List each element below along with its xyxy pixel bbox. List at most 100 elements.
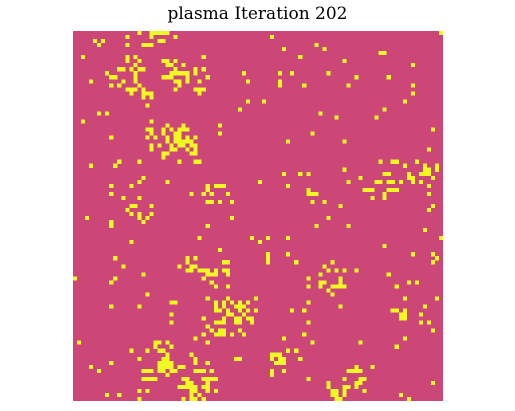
live-cell <box>137 67 142 72</box>
live-cell <box>197 368 202 373</box>
live-cell <box>197 268 202 273</box>
live-cell <box>121 67 126 72</box>
live-cell <box>237 304 242 309</box>
live-cell <box>362 376 367 381</box>
live-cell <box>109 360 114 365</box>
live-cell <box>185 380 190 385</box>
live-cell <box>310 131 315 136</box>
live-cell <box>169 364 174 369</box>
live-cell <box>145 368 150 373</box>
live-cell <box>270 352 275 357</box>
live-cell <box>358 380 363 385</box>
live-cell <box>318 272 323 277</box>
live-cell <box>245 300 251 305</box>
live-cell <box>185 376 190 381</box>
live-cell <box>153 135 158 140</box>
live-cell <box>193 356 198 361</box>
live-cell <box>169 127 174 132</box>
live-cell <box>310 199 315 204</box>
live-cell <box>378 179 383 184</box>
live-cell <box>358 368 363 373</box>
live-cell <box>225 296 230 301</box>
live-cell <box>165 139 170 144</box>
live-cell <box>161 360 166 365</box>
live-cell <box>354 75 359 80</box>
live-cell <box>217 308 222 313</box>
live-cell <box>354 368 359 373</box>
live-cell <box>177 384 182 389</box>
live-cell <box>181 364 186 369</box>
live-cell <box>233 320 238 325</box>
live-cell <box>149 43 154 48</box>
live-cell <box>73 276 78 281</box>
live-cell <box>402 163 407 168</box>
live-cell <box>430 252 436 257</box>
live-cell <box>125 59 130 64</box>
live-cell <box>346 179 351 184</box>
live-cell <box>141 95 146 100</box>
live-cell <box>137 396 142 401</box>
live-cell <box>197 159 202 164</box>
live-cell <box>161 59 166 64</box>
live-cell <box>422 228 427 233</box>
live-cell <box>406 280 411 285</box>
live-cell <box>125 35 130 40</box>
live-cell <box>258 240 263 245</box>
live-cell <box>197 91 202 96</box>
live-cell <box>205 376 210 381</box>
live-cell <box>173 300 178 305</box>
live-cell <box>165 356 170 361</box>
live-cell <box>173 368 178 373</box>
live-cell <box>217 199 222 204</box>
live-cell <box>181 143 186 148</box>
live-cell <box>121 79 126 84</box>
live-cell <box>326 71 331 76</box>
live-cell <box>209 328 214 333</box>
live-cell <box>161 348 166 353</box>
live-cell <box>201 268 206 273</box>
live-cell <box>346 83 351 88</box>
live-cell <box>326 288 331 293</box>
cell-grid-frame <box>73 31 443 401</box>
live-cell <box>145 103 150 108</box>
live-cell <box>394 344 399 349</box>
live-cell <box>129 87 134 92</box>
live-cell <box>193 147 198 152</box>
live-cell <box>169 75 174 80</box>
live-cell <box>177 135 182 140</box>
live-cell <box>266 256 271 261</box>
live-cell <box>189 139 194 144</box>
live-cell <box>402 99 407 104</box>
live-cell <box>213 183 218 188</box>
live-cell <box>133 87 138 92</box>
live-cell <box>225 191 230 196</box>
live-cell <box>274 352 279 357</box>
live-cell <box>205 75 210 80</box>
live-cell <box>141 43 146 48</box>
live-cell <box>213 332 218 337</box>
live-cell <box>410 63 415 68</box>
live-cell <box>201 376 206 381</box>
live-cell <box>245 99 251 104</box>
live-cell <box>221 328 226 333</box>
live-cell <box>278 360 283 365</box>
live-cell <box>322 199 327 204</box>
live-cell <box>185 147 190 152</box>
live-cell <box>157 143 162 148</box>
live-cell <box>326 216 331 221</box>
live-cell <box>213 320 218 325</box>
live-cell <box>177 264 182 269</box>
live-cell <box>354 364 359 369</box>
live-cell <box>406 175 411 180</box>
live-cell <box>306 284 311 289</box>
live-cell <box>85 216 90 221</box>
live-cell <box>278 352 283 357</box>
live-cell <box>241 332 246 337</box>
cell-grid <box>73 31 443 401</box>
live-cell <box>366 187 371 192</box>
live-cell <box>209 280 214 285</box>
live-cell <box>282 47 287 52</box>
live-cell <box>129 211 134 217</box>
live-cell <box>334 396 339 401</box>
live-cell <box>342 167 347 172</box>
